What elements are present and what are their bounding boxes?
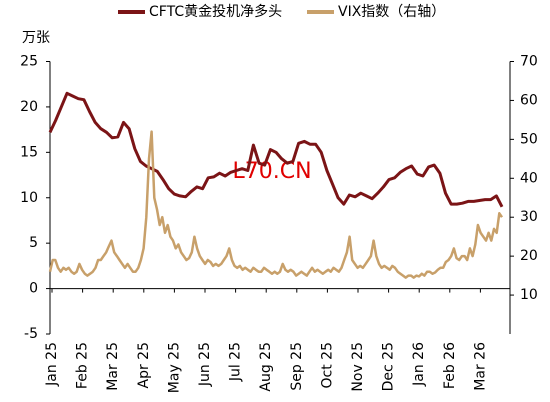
- y-tick-label: 20: [20, 99, 38, 115]
- x-tick-label: Dec 25: [381, 342, 397, 391]
- x-tick-label: Nov 25: [350, 342, 366, 392]
- unit-label: 万张: [22, 30, 50, 46]
- x-tick-label: Mar 26: [472, 342, 488, 391]
- y-tick-label: -5: [24, 326, 38, 342]
- y-tick-label: 25: [20, 54, 38, 70]
- y2-tick-label: 40: [520, 170, 538, 186]
- y2-tick-label: 10: [520, 287, 538, 303]
- x-tick-label: Mar 25: [105, 342, 121, 391]
- y-tick-label: 5: [29, 235, 38, 251]
- x-tick-label: May 25: [166, 342, 182, 393]
- y-tick-label: 10: [20, 190, 38, 206]
- x-tick-label: Feb 26: [442, 342, 458, 389]
- x-tick-label: Sep 25: [289, 342, 305, 391]
- y2-tick-label: 30: [520, 209, 538, 225]
- y2-tick-label: 20: [520, 248, 538, 264]
- legend-label: CFTC黄金投机净多头: [149, 3, 282, 20]
- series-line: [48, 130, 504, 279]
- x-tick-label: Apr 25: [136, 342, 152, 388]
- x-tick-label: Jun 25: [197, 342, 213, 387]
- x-tick-label: Jan 25: [44, 342, 60, 387]
- series-line: [48, 91, 504, 208]
- x-tick-label: Jul 25: [228, 342, 244, 382]
- watermark: L70.CN: [232, 159, 311, 184]
- y2-tick-label: 60: [520, 92, 538, 108]
- y2-tick-label: 50: [520, 131, 538, 147]
- x-tick-label: Feb 25: [75, 342, 91, 389]
- y-tick-label: 15: [20, 144, 38, 160]
- y2-tick-label: 70: [520, 54, 538, 70]
- x-tick-label: Jan 26: [411, 342, 427, 387]
- y-tick-label: 0: [29, 281, 38, 297]
- x-tick-label: Oct 25: [319, 342, 335, 388]
- x-tick-label: Aug 25: [258, 342, 274, 392]
- legend-label: VIX指数（右轴）: [338, 4, 445, 20]
